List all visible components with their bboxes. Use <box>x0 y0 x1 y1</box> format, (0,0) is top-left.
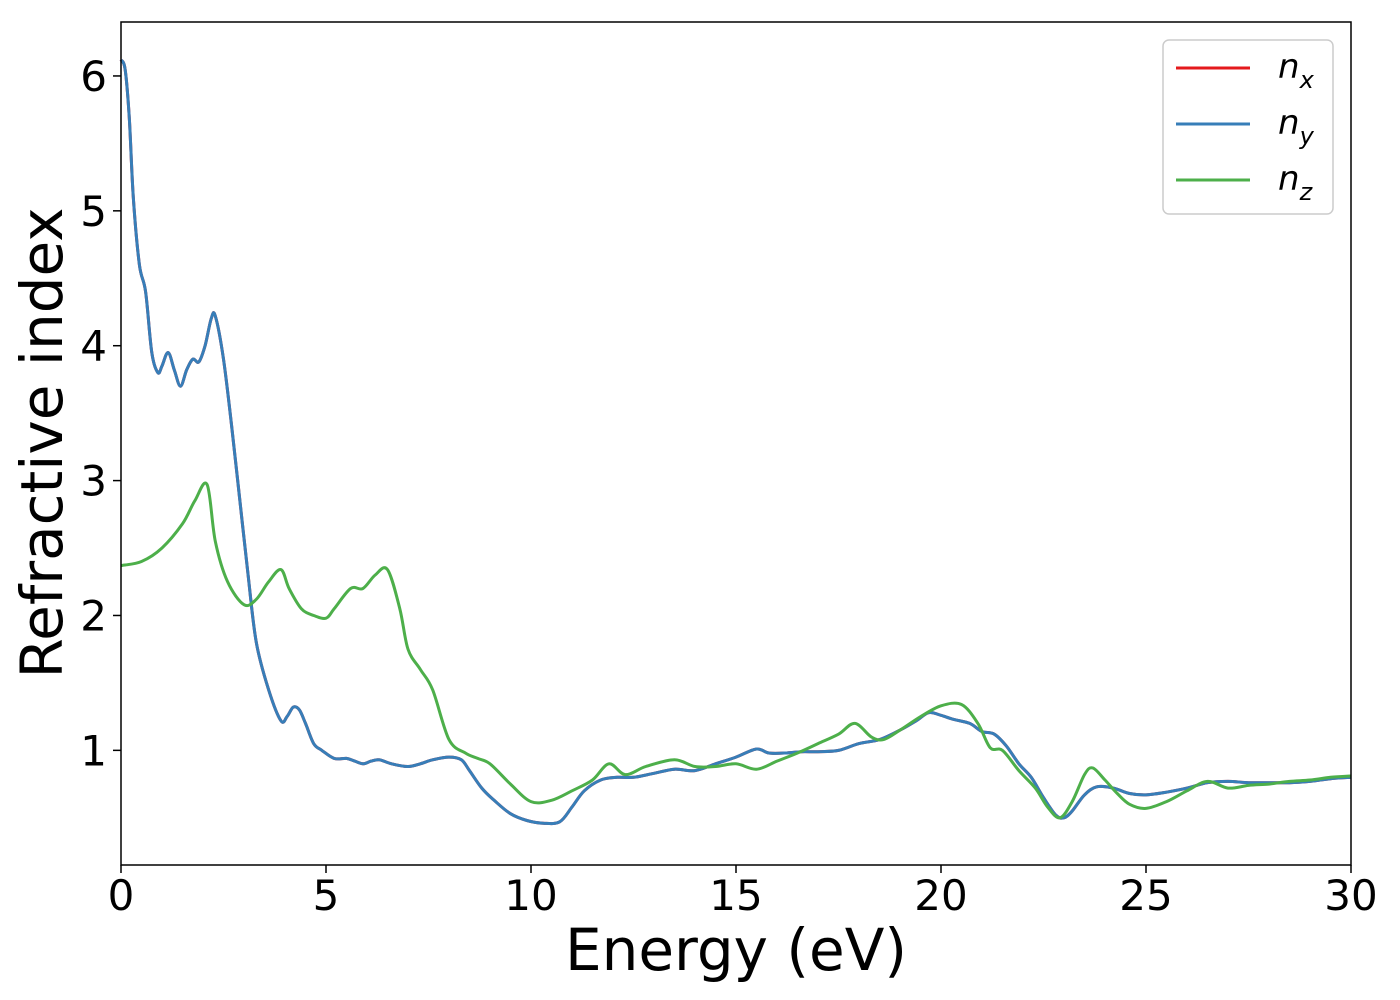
series-line-n-z <box>120 481 1352 820</box>
legend-box <box>1162 39 1334 215</box>
legend-label-nz: nz <box>1278 159 1314 206</box>
y-tick-label: 6 <box>80 52 107 101</box>
x-tick-label: 5 <box>313 871 340 920</box>
series-layer <box>119 58 1352 826</box>
x-tick-label: 20 <box>914 871 967 920</box>
x-axis-ticks: 0 5 10 15 20 25 30 <box>108 865 1378 920</box>
y-tick-label: 2 <box>80 591 107 640</box>
legend-label-nx: nx <box>1278 47 1315 94</box>
y-tick-label: 3 <box>80 457 107 506</box>
x-tick-label: 15 <box>709 871 762 920</box>
y-axis-title: Refractive index <box>8 207 76 678</box>
y-axis-ticks: 1 2 3 4 5 6 <box>80 52 121 775</box>
x-tick-label: 25 <box>1119 871 1172 920</box>
y-tick-label: 5 <box>80 187 107 236</box>
x-tick-label: 10 <box>504 871 557 920</box>
legend: nx ny nz <box>1162 39 1334 215</box>
x-axis-title: Energy (eV) <box>565 916 907 984</box>
legend-label-ny: ny <box>1278 103 1315 150</box>
legend-entries: nx ny nz <box>1176 47 1315 206</box>
y-tick-label: 4 <box>80 322 107 371</box>
y-tick-label: 1 <box>80 726 107 775</box>
x-tick-label: 0 <box>108 871 135 920</box>
x-tick-label: 30 <box>1324 871 1377 920</box>
